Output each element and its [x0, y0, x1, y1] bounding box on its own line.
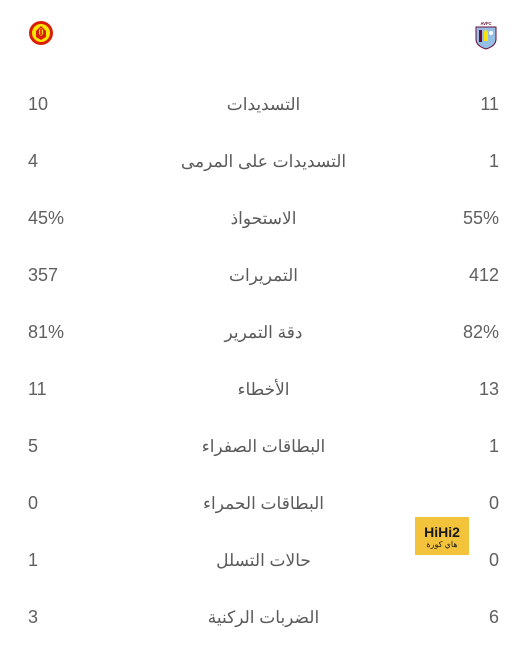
stat-right-value: 82%: [419, 322, 499, 343]
stat-label: الأخطاء: [108, 380, 419, 400]
left-team-crest-icon: [28, 20, 54, 46]
stat-row: 357 التمريرات 412: [28, 247, 499, 304]
stat-label: البطاقات الصفراء: [108, 437, 419, 457]
stat-label: الاستحواذ: [108, 209, 419, 229]
stat-row: 11 الأخطاء 13: [28, 361, 499, 418]
stat-right-value: 11: [419, 94, 499, 115]
stat-left-value: 45%: [28, 208, 108, 229]
stat-left-value: 3: [28, 607, 108, 628]
stat-label: التسديدات: [108, 95, 419, 115]
stat-right-value: 6: [419, 607, 499, 628]
stat-row: 81% دقة التمرير 82%: [28, 304, 499, 361]
stat-left-value: 1: [28, 550, 108, 571]
stat-row: 5 البطاقات الصفراء 1: [28, 418, 499, 475]
stat-right-value: 1: [419, 151, 499, 172]
watermark-bottom-text: هاي كورة: [426, 540, 457, 549]
stat-label: دقة التمرير: [108, 323, 419, 343]
stat-label: البطاقات الحمراء: [108, 494, 419, 514]
header: AVFC: [28, 20, 499, 46]
stat-right-value: 13: [419, 379, 499, 400]
stat-right-value: 0: [419, 493, 499, 514]
stat-label: الضربات الركنية: [108, 608, 419, 628]
stats-list: 10 التسديدات 11 4 التسديدات على المرمى 1…: [28, 76, 499, 646]
stat-label: التسديدات على المرمى: [108, 152, 419, 172]
stat-left-value: 5: [28, 436, 108, 457]
stat-left-value: 81%: [28, 322, 108, 343]
stat-row: 3 الضربات الركنية 6: [28, 589, 499, 646]
stat-row: 4 التسديدات على المرمى 1: [28, 133, 499, 190]
svg-text:AVFC: AVFC: [480, 21, 491, 26]
stat-left-value: 357: [28, 265, 108, 286]
stat-row: 10 التسديدات 11: [28, 76, 499, 133]
watermark-top-text: HiHi2: [424, 524, 460, 540]
stat-right-value: 412: [419, 265, 499, 286]
stat-label: التمريرات: [108, 266, 419, 286]
watermark-badge: HiHi2 هاي كورة: [415, 517, 469, 555]
stat-left-value: 4: [28, 151, 108, 172]
right-team-crest-icon: AVFC: [473, 20, 499, 46]
stat-right-value: 1: [419, 436, 499, 457]
stat-left-value: 10: [28, 94, 108, 115]
stat-left-value: 11: [28, 379, 108, 400]
stat-right-value: 55%: [419, 208, 499, 229]
stat-label: حالات التسلل: [108, 551, 419, 571]
stat-row: 45% الاستحواذ 55%: [28, 190, 499, 247]
stat-left-value: 0: [28, 493, 108, 514]
